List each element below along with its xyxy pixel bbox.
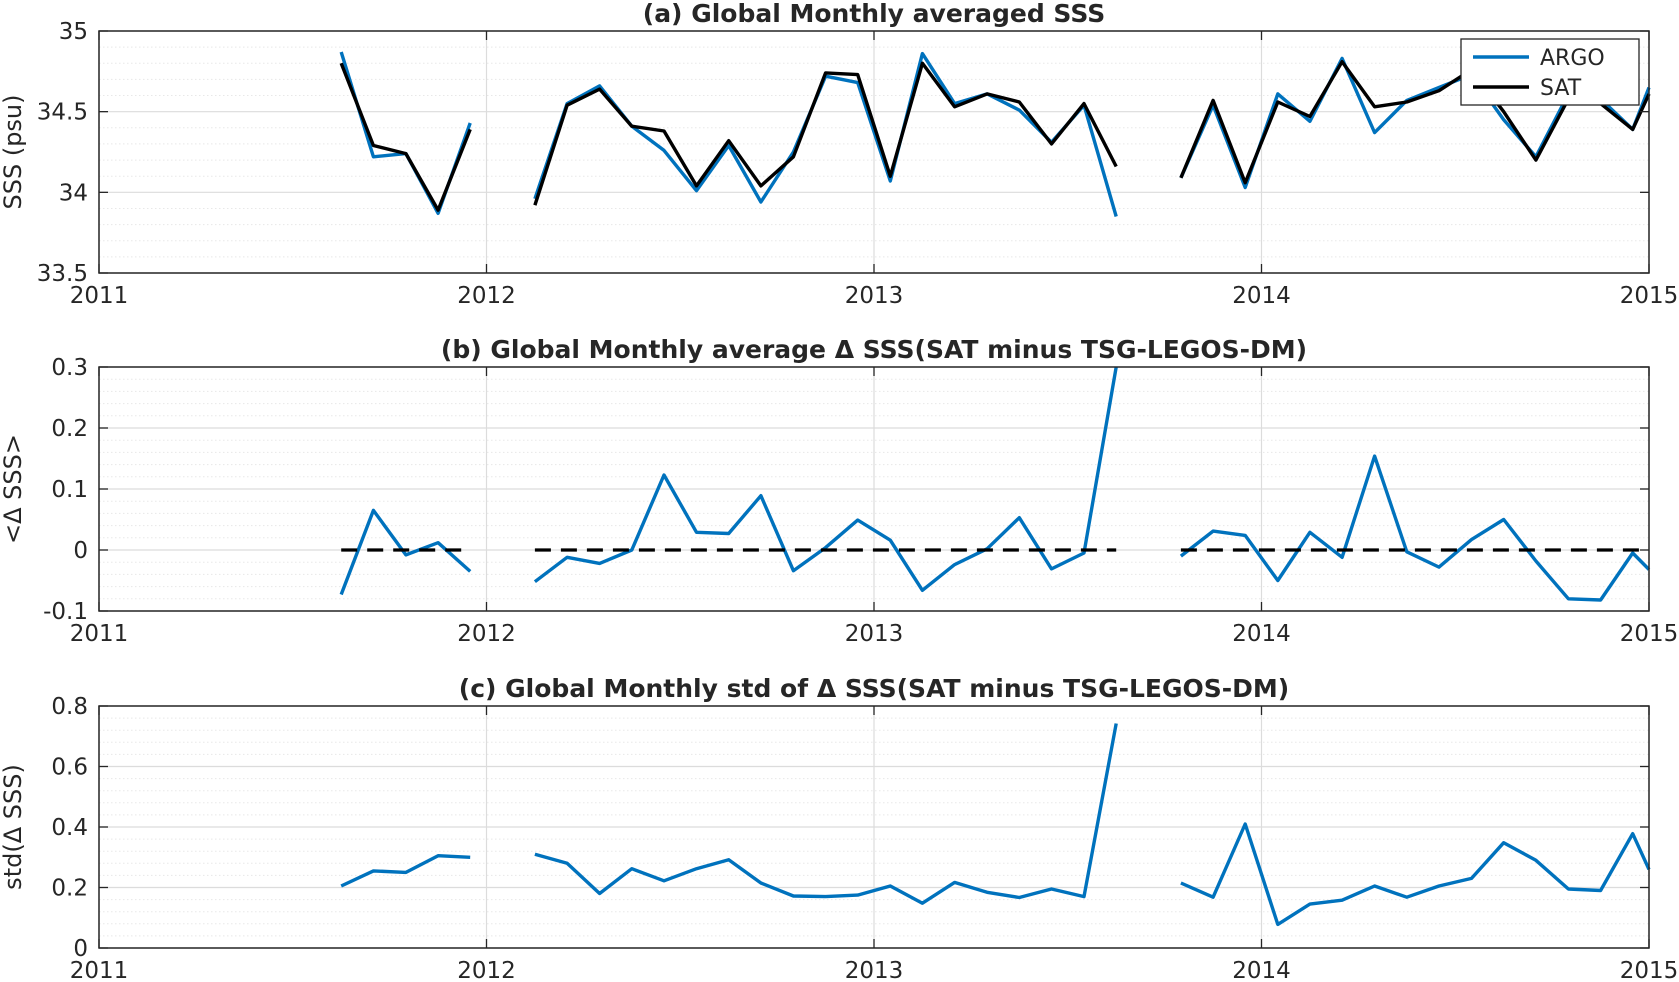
y-tick-label: 0.4: [51, 815, 88, 841]
panel-b: 2011 2012 2013 2014 2015 -0.1 0 0.1 0.2 0.3 (b) Gl…: [0, 335, 1678, 647]
x-tick-label: 2014: [1232, 621, 1291, 647]
y-tick-label: 0.8: [51, 694, 88, 720]
series-line-segment-2: [1179, 454, 1651, 602]
y-tick-label: 33.5: [37, 261, 88, 287]
y-tick-label: 0.2: [51, 876, 88, 902]
legend-label-sat: SAT: [1540, 76, 1582, 101]
series-line-segment-2: [1180, 822, 1651, 927]
sat-line-segment-0: [339, 62, 472, 212]
y-tick-label: 34.5: [37, 100, 88, 126]
x-tick-label: 2014: [1232, 958, 1291, 982]
y-tick-label: 0: [73, 538, 88, 564]
x-tick-label: 2015: [1620, 621, 1679, 647]
series-line-segment-1: [534, 723, 1118, 905]
x-tick-label: 2011: [70, 283, 129, 309]
x-tick-label: 2014: [1232, 283, 1291, 309]
argo-line-segment-0: [339, 51, 472, 216]
y-axis-label: SSS (psu): [0, 94, 27, 209]
x-tick-label: 2012: [457, 621, 516, 647]
x-tick-label: 2013: [845, 621, 904, 647]
legend-label-argo: ARGO: [1540, 46, 1605, 71]
series-line-segment-1: [533, 366, 1118, 592]
x-tick-label: 2013: [845, 958, 904, 982]
series-line-segment-0: [339, 508, 472, 596]
x-tick-label: 2012: [457, 958, 516, 982]
x-tick-label: 2015: [1620, 283, 1679, 309]
legend: ARGO SAT: [1460, 38, 1640, 106]
y-tick-label: 35: [59, 19, 88, 45]
chart-title: (b) Global Monthly average Δ SSS(SAT min…: [441, 335, 1307, 364]
x-tick-label: 2012: [457, 283, 516, 309]
panel-a: 2011 2012 2013 2014 2015 33.5 34 34.5 35 (a) Glob…: [0, 0, 1678, 309]
y-tick-label: 0: [73, 936, 88, 962]
x-tick-label: 2011: [70, 958, 129, 982]
sat-line-segment-1: [533, 61, 1118, 206]
y-tick-label: 0.1: [51, 477, 88, 503]
x-tick-label: 2011: [70, 621, 129, 647]
y-tick-label: -0.1: [43, 599, 88, 625]
x-tick-label: 2013: [845, 283, 904, 309]
chart-title: (c) Global Monthly std of Δ SSS(SAT minu…: [459, 674, 1289, 703]
y-tick-label: 0.2: [51, 416, 88, 442]
x-tick-label: 2015: [1620, 958, 1679, 982]
y-tick-label: 0.3: [51, 355, 88, 381]
y-axis-label: std(Δ SSS): [0, 764, 27, 890]
legend-box: [1460, 38, 1640, 106]
y-axis-label: <Δ SSS>: [0, 434, 27, 544]
y-tick-label: 34: [59, 180, 88, 206]
panel-c: 2011 2012 2013 2014 2015 0 0.2 0.4 0.6 0.8 (c) Glo…: [0, 674, 1678, 982]
y-tick-label: 0.6: [51, 755, 88, 781]
chart-title: (a) Global Monthly averaged SSS: [643, 0, 1105, 28]
series-line-segment-0: [340, 854, 471, 888]
